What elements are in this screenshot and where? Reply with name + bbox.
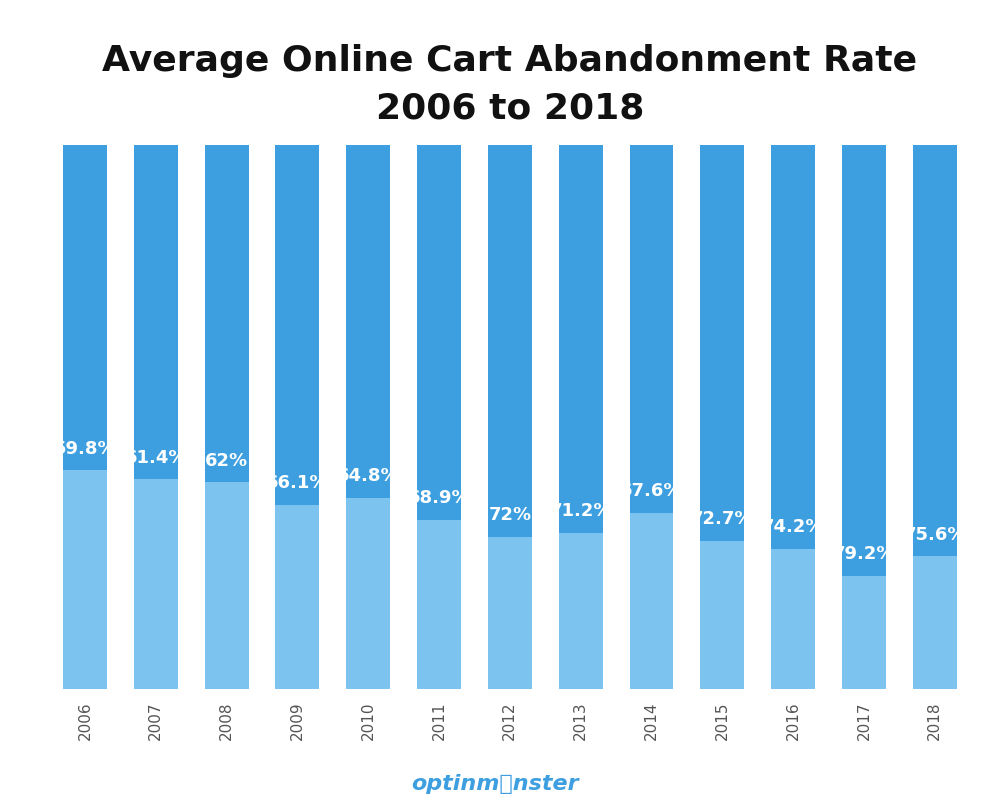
Text: 59.8%: 59.8% [53, 440, 116, 457]
Bar [346, 498, 390, 689]
Bar [771, 549, 815, 689]
Text: 74.2%: 74.2% [762, 517, 825, 535]
Bar [417, 146, 461, 521]
Text: 72.7%: 72.7% [691, 509, 753, 527]
Bar [700, 146, 744, 541]
Bar [275, 505, 320, 689]
Bar [346, 146, 390, 498]
Text: 75.6%: 75.6% [904, 526, 966, 543]
Text: 62%: 62% [205, 451, 248, 470]
Bar [63, 471, 107, 689]
Bar [842, 146, 886, 577]
Bar [558, 146, 603, 533]
Text: 66.1%: 66.1% [266, 474, 329, 491]
Bar [488, 146, 532, 537]
Bar [417, 521, 461, 689]
Bar [630, 146, 673, 513]
Bar [700, 541, 744, 689]
Bar [913, 146, 956, 557]
Text: 61.4%: 61.4% [125, 448, 187, 466]
Bar [913, 557, 956, 689]
Bar [275, 146, 320, 505]
Text: 67.6%: 67.6% [621, 482, 683, 500]
Bar [205, 483, 248, 689]
Title: Average Online Cart Abandonment Rate
2006 to 2018: Average Online Cart Abandonment Rate 200… [102, 44, 918, 125]
Bar [488, 537, 532, 689]
Bar [134, 479, 177, 689]
Text: 72%: 72% [488, 505, 532, 524]
Bar [134, 146, 177, 479]
Bar [205, 146, 248, 483]
Bar [771, 146, 815, 549]
Bar [63, 146, 107, 471]
Text: 68.9%: 68.9% [408, 489, 470, 507]
Text: 64.8%: 64.8% [337, 466, 400, 484]
Text: 79.2%: 79.2% [833, 545, 895, 563]
Bar [558, 533, 603, 689]
Text: 71.2%: 71.2% [549, 501, 612, 519]
Text: optinmⓂnster: optinmⓂnster [411, 773, 579, 792]
Bar [842, 577, 886, 689]
Bar [630, 513, 673, 689]
